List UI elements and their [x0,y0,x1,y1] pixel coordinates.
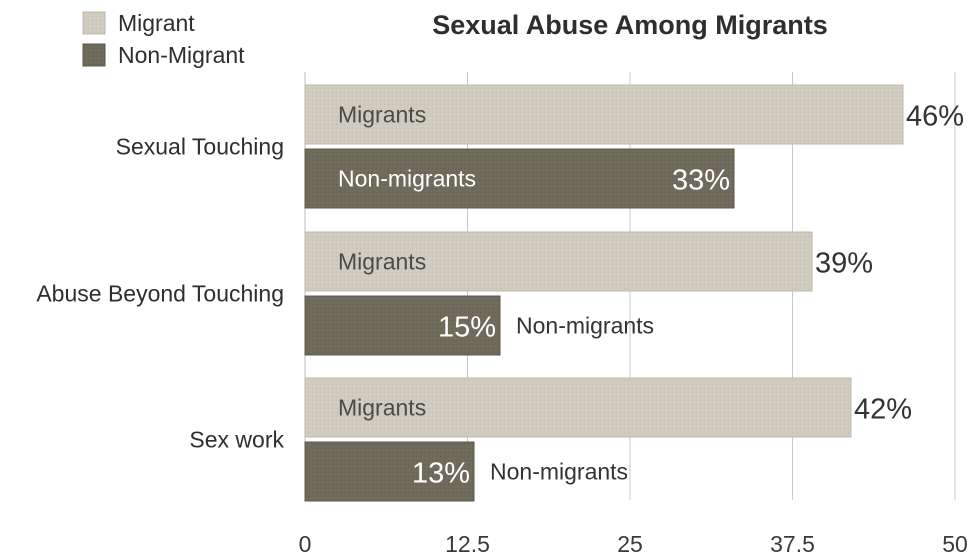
bar-label-migrant-1: Migrants [338,249,426,275]
x-tick-label-1: 12.5 [445,531,490,555]
bar-label-non-migrant-1: Non-migrants [516,313,654,339]
data-label-migrant-1: 39% [815,248,873,280]
bar-non-migrant-0 [304,148,735,209]
bar-non-migrant-1 [304,295,501,356]
x-tick-label-0: 0 [299,531,312,555]
chart-title: Sexual Abuse Among Migrants [432,10,828,40]
data-label-non-migrant-2: 13% [412,458,470,490]
data-label-non-migrant-1: 15% [438,312,496,344]
bar-label-non-migrant-2: Non-migrants [490,459,628,485]
bar-migrant-2 [304,377,852,438]
bar-non-migrant-2 [304,441,475,502]
category-label-1: Abuse Beyond Touching [36,281,284,307]
bar-label-migrant-2: Migrants [338,395,426,421]
bar-migrant-1 [304,231,813,292]
legend-swatch-non-migrant [82,43,106,67]
bar-label-migrant-0: Migrants [338,102,426,128]
legend-swatch-migrant [82,11,106,35]
data-label-migrant-2: 42% [854,394,912,426]
data-label-non-migrant-0: 33% [672,165,730,197]
x-tick-label-4: 50 [942,531,968,555]
bar-migrant-0 [304,84,904,145]
category-label-0: Sexual Touching [116,134,284,160]
x-tick-label-3: 37.5 [770,531,815,555]
x-tick-label-2: 25 [617,531,643,555]
bar-label-non-migrant-0: Non-migrants [338,166,476,192]
data-label-migrant-0: 46% [906,101,964,133]
legend-label-migrant: Migrant [118,10,195,36]
category-label-2: Sex work [189,427,284,453]
legend-label-non-migrant: Non-Migrant [118,42,245,68]
